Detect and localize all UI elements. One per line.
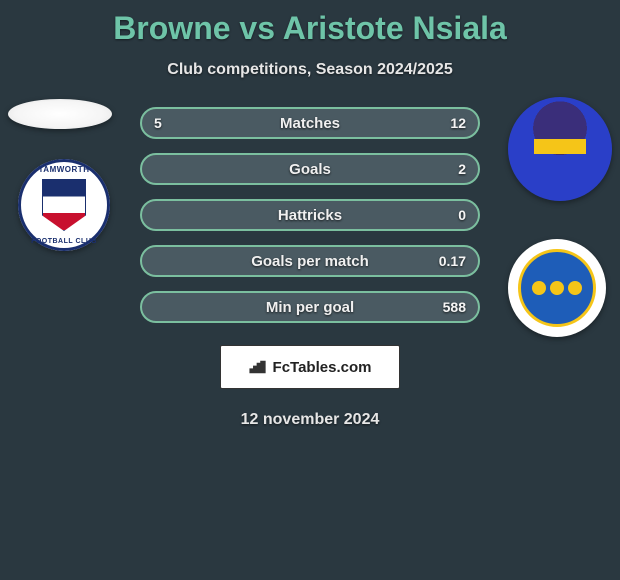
- comparison-content: TAMWORTH FOOTBALL CLUB 5 Matches 12 Goal…: [0, 107, 620, 429]
- stat-label: Matches: [280, 115, 340, 132]
- club-left-sub: FOOTBALL CLUB: [31, 238, 97, 245]
- lion-icon: [568, 281, 582, 295]
- stat-label: Goals: [289, 161, 331, 178]
- stat-label: Hattricks: [278, 207, 342, 224]
- stat-row-goals: Goals 2: [140, 153, 480, 185]
- club-right-badge: [508, 239, 606, 337]
- stat-label: Min per goal: [266, 299, 354, 316]
- stat-row-goals-per-match: Goals per match 0.17: [140, 245, 480, 277]
- brand-badge[interactable]: FcTables.com: [220, 345, 400, 389]
- chart-icon: [249, 360, 267, 374]
- stat-right-value: 0: [458, 207, 466, 223]
- stat-row-min-per-goal: Min per goal 588: [140, 291, 480, 323]
- stat-right-value: 588: [443, 299, 466, 315]
- stat-row-hattricks: Hattricks 0: [140, 199, 480, 231]
- stat-left-value: 5: [154, 115, 162, 131]
- player-left-avatar: [8, 99, 112, 129]
- lion-icon: [532, 281, 546, 295]
- club-left-badge: TAMWORTH FOOTBALL CLUB: [18, 159, 110, 251]
- subtitle: Club competitions, Season 2024/2025: [0, 61, 620, 79]
- stat-label: Goals per match: [251, 253, 369, 270]
- stat-row-matches: 5 Matches 12: [140, 107, 480, 139]
- stats-bars: 5 Matches 12 Goals 2 Hattricks 0 Goals p…: [140, 107, 480, 323]
- page-title: Browne vs Aristote Nsiala: [0, 0, 620, 47]
- stat-right-value: 2: [458, 161, 466, 177]
- club-left-name: TAMWORTH: [39, 165, 90, 174]
- brand-label: FcTables.com: [273, 359, 372, 376]
- date-stamp: 12 november 2024: [0, 411, 620, 429]
- lion-icon: [550, 281, 564, 295]
- player-right-avatar: [508, 97, 612, 201]
- stat-right-value: 12: [450, 115, 466, 131]
- stat-right-value: 0.17: [439, 253, 466, 269]
